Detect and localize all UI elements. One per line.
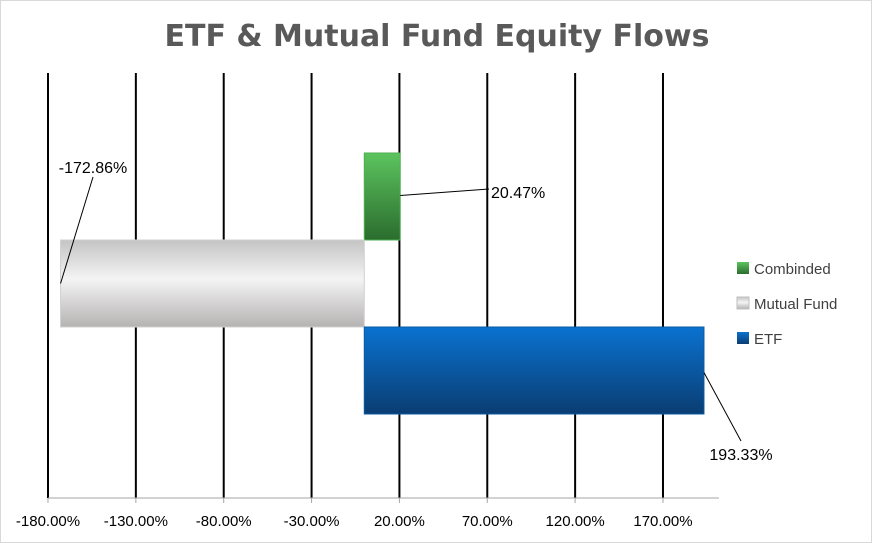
- legend-label: ETF: [754, 331, 782, 348]
- data-label-combinded: 20.47%: [491, 185, 545, 202]
- data-label-etf: 193.33%: [709, 447, 772, 464]
- leader-line: [703, 372, 742, 442]
- data-label-mutual-fund: -172.86%: [59, 160, 128, 177]
- x-tick-label: 70.00%: [462, 513, 513, 530]
- x-tick-label: -30.00%: [284, 513, 340, 530]
- legend-label: Combinded: [754, 261, 831, 278]
- bar-combinded: [363, 152, 401, 241]
- legend-swatch: [737, 262, 749, 274]
- x-tick-label: 170.00%: [633, 513, 692, 530]
- chart-title: ETF & Mutual Fund Equity Flows: [164, 19, 710, 54]
- x-tick-label: 120.00%: [546, 513, 605, 530]
- x-tick-label: -130.00%: [104, 513, 168, 530]
- legend-label: Mutual Fund: [754, 296, 837, 313]
- leader-line: [400, 188, 490, 196]
- x-tick-label: 20.00%: [374, 513, 425, 530]
- legend-swatch: [737, 332, 749, 344]
- leader-line: [60, 176, 94, 284]
- legend-swatch: [736, 296, 750, 310]
- bar-mutual-fund: [60, 239, 365, 328]
- x-tick-label: -80.00%: [196, 513, 252, 530]
- bar-etf: [363, 326, 705, 415]
- x-tick-label: -180.00%: [16, 513, 80, 530]
